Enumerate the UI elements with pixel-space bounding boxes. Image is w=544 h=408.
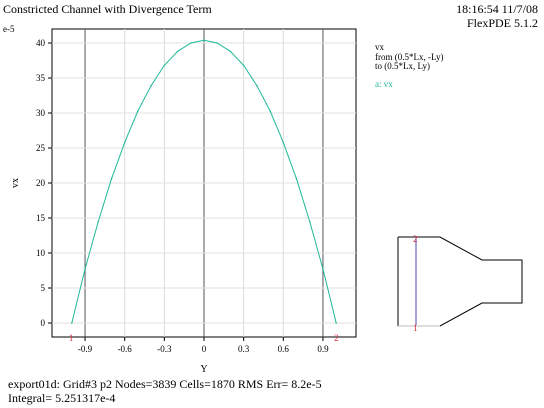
minimap-marker-1: 1 <box>413 323 418 333</box>
series-vx-point <box>84 268 86 270</box>
series-vx-point <box>176 50 179 53</box>
series-vx-point <box>150 84 152 87</box>
x-tick-label: 0.3 <box>238 344 250 354</box>
minimap-marker-2: 2 <box>413 234 418 244</box>
endpoint-marker-1: 1 <box>69 333 74 343</box>
y-tick-label: 30 <box>36 108 46 118</box>
legend-to: to (0.5*Lx, Ly) <box>375 61 430 71</box>
series-vx-point <box>110 178 113 180</box>
series-vx-point <box>322 268 324 270</box>
series-vx-point <box>97 220 100 223</box>
series-vx-point <box>137 110 139 112</box>
series-vx-point <box>189 42 192 44</box>
x-tick-label: -0.3 <box>157 344 172 354</box>
series-vx-point <box>242 64 245 67</box>
series-vx-point <box>335 322 337 324</box>
legend-variable: vx <box>375 42 384 52</box>
x-tick-label: -0.6 <box>118 344 133 354</box>
y-tick-label: 0 <box>41 318 46 328</box>
series-vx-point <box>256 84 258 87</box>
series-vx-point <box>216 42 219 44</box>
y-axis-title: vx <box>10 178 21 188</box>
x-axis-title: Y <box>200 364 207 375</box>
series-vx-point <box>123 141 126 144</box>
y-scale-note: e-5 <box>3 24 15 34</box>
footer-grid-info: export01d: Grid#3 p2 Nodes=3839 Cells=18… <box>8 377 322 391</box>
series-vx-point <box>71 322 73 324</box>
series-vx-point <box>269 110 271 112</box>
y-tick-label: 20 <box>36 178 46 188</box>
x-tick-label: -0.9 <box>78 344 93 354</box>
legend-from: from (0.5*Lx, -Ly) <box>375 52 444 62</box>
series-vx-point <box>229 50 232 53</box>
plot-title: Constricted Channel with Divergence Term <box>3 2 212 16</box>
legend-series-label: a: vx <box>375 79 393 89</box>
y-tick-label: 25 <box>36 143 46 153</box>
channel-outline <box>398 236 523 327</box>
x-tick-label: 0.6 <box>278 344 290 354</box>
footer-integral: Integral= 5.251317e-4 <box>8 391 116 405</box>
series-vx-point <box>295 178 298 180</box>
y-tick-label: 10 <box>36 248 46 258</box>
version-label: FlexPDE 5.1.2 <box>466 16 538 30</box>
y-tick-label: 15 <box>36 213 46 223</box>
series-vx-point <box>203 39 205 41</box>
series-vx-point <box>282 141 285 144</box>
y-tick-label: 40 <box>36 38 46 48</box>
series-vx-point <box>163 64 166 67</box>
x-tick-label: 0.9 <box>317 344 329 354</box>
timestamp: 18:16:54 11/7/08 <box>456 2 538 16</box>
series-vx-point <box>308 220 311 223</box>
endpoint-marker-2: 2 <box>334 333 339 343</box>
y-tick-label: 5 <box>41 283 46 293</box>
x-tick-label: 0 <box>202 344 207 354</box>
y-tick-label: 35 <box>36 73 46 83</box>
